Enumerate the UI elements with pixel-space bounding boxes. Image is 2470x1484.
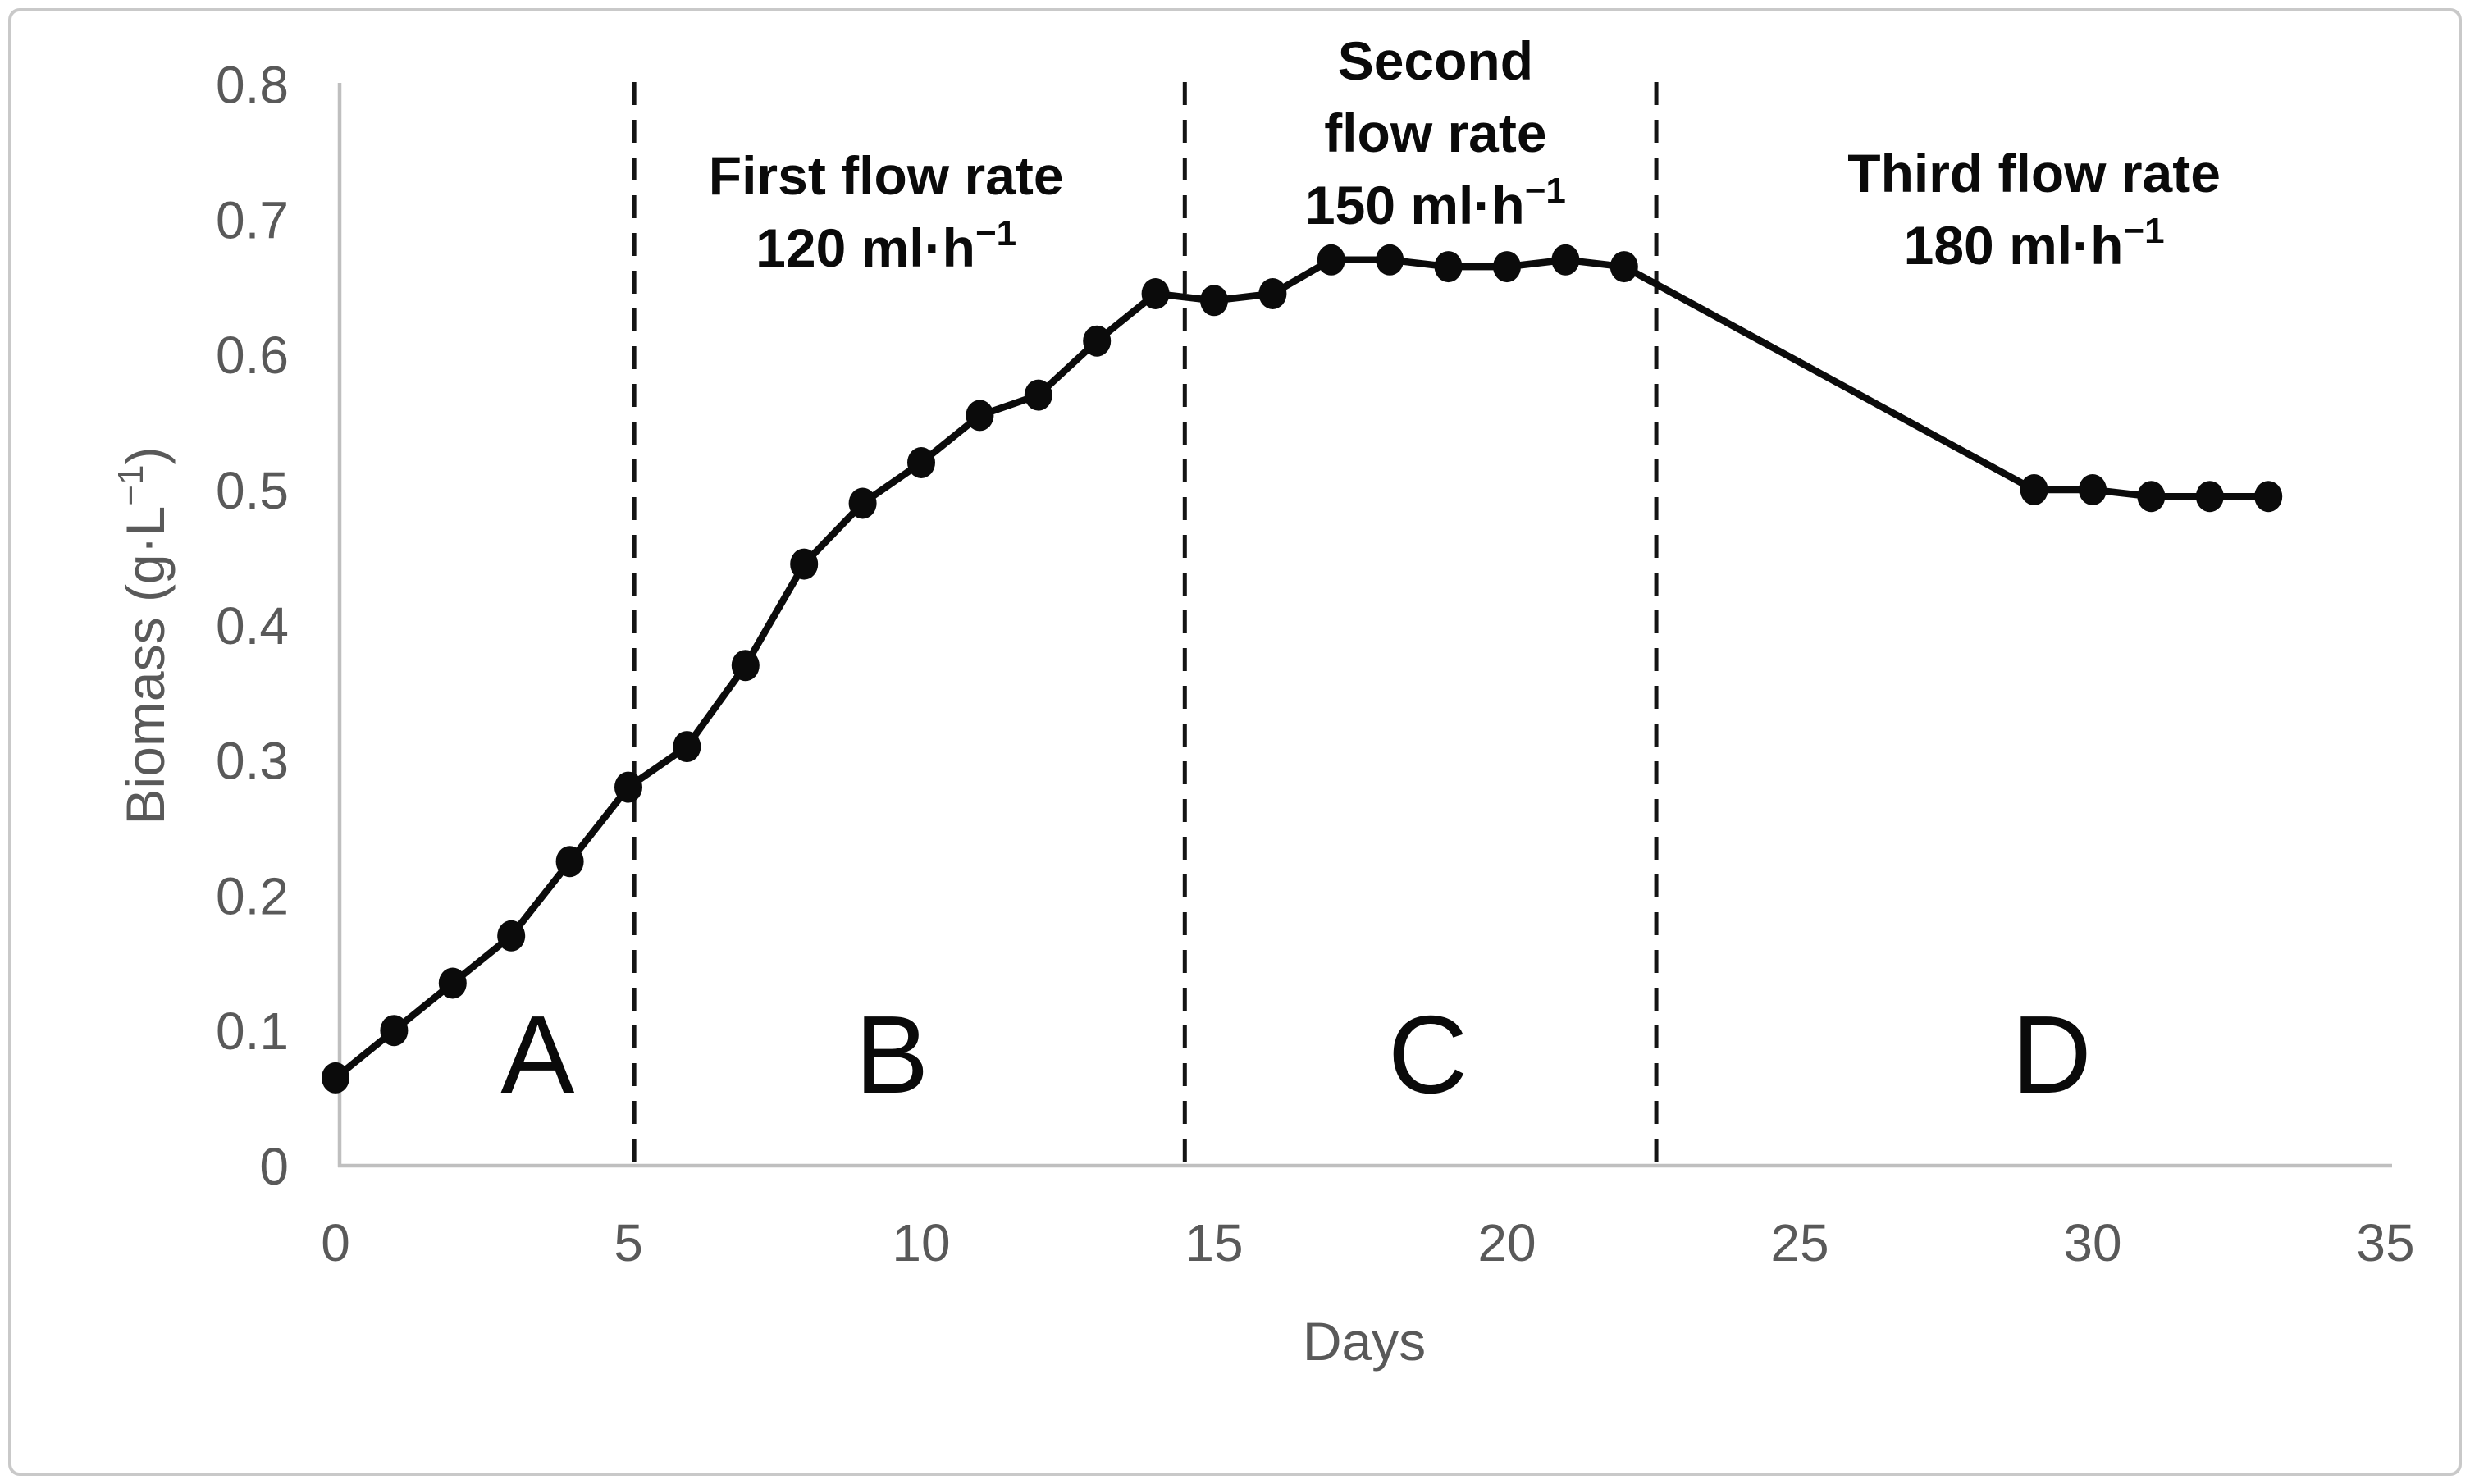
phase-letter-C: C [1388,993,1468,1116]
data-point-marker [2254,481,2283,513]
y-tick-label: 0.7 [216,190,289,249]
phase-letter-B: B [855,993,929,1116]
data-point-marker [322,1062,349,1094]
x-tick-label: 20 [1477,1213,1536,1272]
data-point-marker [848,487,877,519]
data-point-marker [673,731,701,763]
data-point-marker [790,548,819,580]
y-tick-label: 0 [259,1137,289,1196]
data-point-marker [1376,244,1404,276]
data-point-marker [2020,474,2048,505]
data-point-marker [555,846,584,878]
y-tick-label: 0.2 [216,866,289,925]
second-flow-rate-label: flow rate [1324,103,1546,163]
data-point-marker [731,650,760,682]
biomass-series-layer [322,244,2283,1094]
data-point-marker [2195,481,2224,513]
y-tick-label: 0.5 [216,461,289,520]
data-point-marker [1024,379,1052,411]
data-point-marker [907,447,935,478]
data-point-marker [1083,325,1112,357]
x-axis-title: Days [1303,1311,1426,1372]
annotation-layer: Biomass (g·L−1) First flow rate 120 ml·h−1… [111,30,2221,1116]
phase-letter-D: D [2011,993,2092,1116]
x-tick-label: 0 [321,1213,350,1272]
data-point-marker [497,920,526,952]
data-point-marker [1258,278,1287,309]
data-point-marker [1200,285,1228,317]
y-tick-label: 0.6 [216,326,289,385]
first-flow-rate-label: First flow rate [709,145,1064,206]
second-flow-rate-label: Second [1338,30,1533,91]
data-point-marker [1609,251,1638,283]
y-tick-label: 0.3 [216,732,289,791]
data-point-marker [438,967,467,999]
first-flow-rate-label: 120 ml·h−1 [756,213,1016,278]
y-tick-label: 0.4 [216,596,289,655]
y-tick-label: 0.8 [216,56,289,115]
data-point-marker [380,1015,409,1047]
phase-letter-A: A [500,993,574,1116]
figure-border [8,8,2462,1476]
data-point-marker [1317,244,1345,276]
x-tick-label: 15 [1185,1213,1243,1272]
x-tick-label: 25 [1770,1213,1829,1272]
tick-label-layer: 0 5 10 15 20 25 30 35 0 0.1 0.2 0.3 0.4 0.5 0.6 0.7 0.8 [216,56,2415,1272]
x-tick-label: 5 [614,1213,643,1272]
data-point-marker [1434,251,1463,283]
third-flow-rate-label: 180 ml·h−1 [1904,211,2165,276]
x-tick-label: 30 [2063,1213,2121,1272]
data-point-marker [2137,481,2166,513]
third-flow-rate-label: Third flow rate [1847,143,2221,203]
x-tick-label: 35 [2356,1213,2414,1272]
phase-divider-layer [632,82,1659,1166]
y-tick-label: 0.1 [216,1002,289,1061]
data-point-marker [1141,278,1170,309]
data-point-marker [1551,244,1580,276]
data-point-marker [1493,251,1521,283]
second-flow-rate-label: 150 ml·h−1 [1305,171,1566,235]
data-point-marker [614,771,642,803]
data-point-marker [966,400,994,432]
y-axis-title: Biomass (g·L−1) [111,447,176,825]
biomass-series-line [331,256,2272,1082]
x-tick-label: 10 [892,1213,950,1272]
data-point-marker [2079,474,2107,505]
